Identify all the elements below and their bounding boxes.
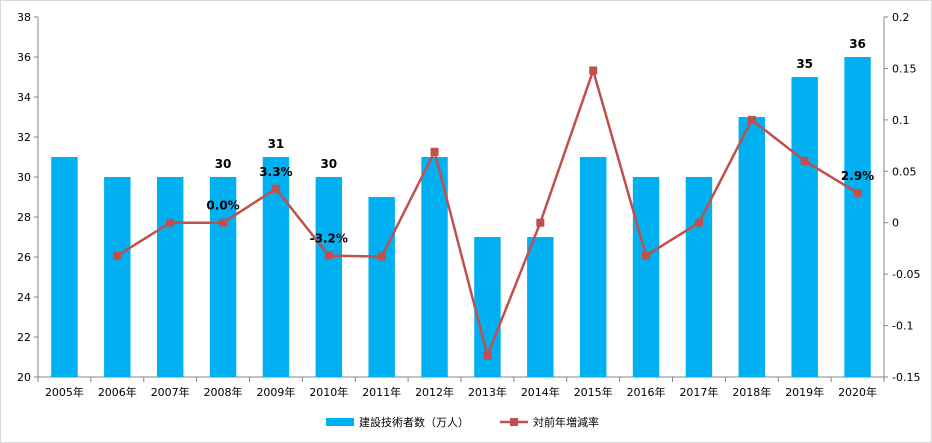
right-tick-label: 0 (892, 217, 899, 230)
bar (844, 57, 871, 377)
line-point (113, 251, 122, 260)
right-tick-label: 0.2 (892, 11, 910, 24)
line-point (589, 66, 598, 75)
x-tick-label: 2012年 (415, 385, 454, 399)
bar-data-label: 36 (849, 37, 866, 51)
bar (51, 157, 78, 377)
legend-bar-swatch (326, 418, 354, 426)
bar (632, 177, 660, 377)
left-tick-label: 30 (17, 171, 31, 184)
x-tick-label: 2015年 (574, 385, 613, 399)
line-point (747, 115, 756, 124)
line-point (271, 184, 280, 193)
x-tick-label: 2013年 (468, 385, 507, 399)
line-point (166, 218, 175, 227)
line-point (694, 218, 703, 227)
bar-data-label: 35 (796, 57, 813, 71)
x-tick-label: 2007年 (151, 385, 190, 399)
x-tick-label: 2009年 (256, 385, 295, 399)
bar (421, 157, 448, 377)
bar (527, 237, 554, 377)
line-point (430, 147, 439, 156)
x-tick-label: 2016年 (627, 385, 666, 399)
line-point (853, 188, 862, 197)
right-tick-label: 0.1 (892, 114, 910, 127)
bar (685, 177, 713, 377)
left-tick-label: 36 (17, 51, 31, 64)
line-point (483, 351, 492, 360)
bar (315, 177, 343, 377)
x-tick-label: 2017年 (679, 385, 718, 399)
left-tick-label: 26 (17, 251, 31, 264)
left-tick-label: 28 (17, 211, 31, 224)
line-point (219, 218, 228, 227)
right-tick-label: -0.1 (892, 320, 913, 333)
left-tick-label: 38 (17, 11, 31, 24)
bar (368, 197, 395, 377)
legend-line-marker (510, 418, 518, 426)
x-tick-label: 2019年 (785, 385, 824, 399)
x-tick-label: 2008年 (204, 385, 243, 399)
line-point (324, 251, 333, 260)
line-point (536, 218, 545, 227)
bar-data-label: 30 (320, 157, 337, 171)
bar-data-label: 30 (215, 157, 232, 171)
x-tick-label: 2005年 (45, 385, 84, 399)
left-tick-label: 34 (17, 91, 31, 104)
bar-data-label: 31 (268, 137, 285, 151)
right-tick-label: 0.15 (892, 62, 917, 75)
x-tick-label: 2018年 (732, 385, 771, 399)
left-tick-label: 24 (17, 291, 31, 304)
x-tick-label: 2010年 (309, 385, 348, 399)
x-tick-label: 2006年 (98, 385, 137, 399)
line-point (377, 252, 386, 261)
legend-bar-label: 建設技術者数（万人） (359, 415, 469, 429)
line-point (800, 157, 809, 165)
bar (738, 117, 766, 377)
right-tick-label: 0.05 (892, 165, 917, 178)
bar (791, 77, 818, 377)
bar (209, 177, 237, 377)
legend-line-label: 対前年増減率 (533, 415, 599, 429)
left-tick-label: 20 (17, 371, 31, 384)
x-tick-label: 2014年 (521, 385, 560, 399)
left-tick-label: 22 (17, 331, 31, 344)
bar (156, 177, 184, 377)
x-tick-label: 2020年 (838, 385, 877, 399)
right-tick-label: -0.15 (892, 371, 920, 384)
right-tick-label: -0.05 (892, 268, 920, 281)
line-data-label: 0.0% (206, 199, 239, 213)
line-data-label: -3.2% (310, 232, 348, 246)
line-data-label: 3.3% (259, 165, 292, 179)
line-data-label: 2.9% (841, 169, 874, 183)
bar (104, 177, 131, 377)
line-point (642, 251, 651, 260)
bar (579, 157, 607, 377)
left-tick-label: 32 (17, 131, 31, 144)
x-tick-label: 2011年 (362, 385, 401, 399)
